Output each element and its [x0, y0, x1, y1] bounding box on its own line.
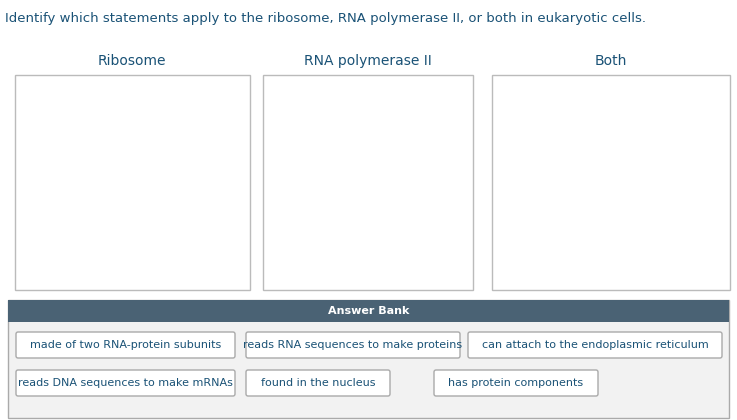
Bar: [8, 300, 729, 322]
Text: Both: Both: [595, 54, 627, 68]
Text: Answer Bank: Answer Bank: [328, 306, 409, 316]
Text: has protein components: has protein components: [448, 378, 584, 388]
Bar: [8, 300, 729, 418]
Bar: [492, 75, 730, 290]
Text: found in the nucleus: found in the nucleus: [261, 378, 375, 388]
Text: Identify which statements apply to the ribosome, RNA polymerase II, or both in e: Identify which statements apply to the r…: [5, 12, 646, 25]
FancyBboxPatch shape: [16, 370, 235, 396]
FancyBboxPatch shape: [434, 370, 598, 396]
FancyBboxPatch shape: [246, 370, 390, 396]
Text: reads RNA sequences to make proteins: reads RNA sequences to make proteins: [243, 340, 463, 350]
Text: Ribosome: Ribosome: [98, 54, 167, 68]
Bar: [15, 75, 250, 290]
Text: can attach to the endoplasmic reticulum: can attach to the endoplasmic reticulum: [481, 340, 708, 350]
FancyBboxPatch shape: [468, 332, 722, 358]
Text: made of two RNA-protein subunits: made of two RNA-protein subunits: [30, 340, 221, 350]
Text: RNA polymerase II: RNA polymerase II: [304, 54, 432, 68]
FancyBboxPatch shape: [246, 332, 460, 358]
Text: reads DNA sequences to make mRNAs: reads DNA sequences to make mRNAs: [18, 378, 233, 388]
Bar: [263, 75, 473, 290]
FancyBboxPatch shape: [16, 332, 235, 358]
